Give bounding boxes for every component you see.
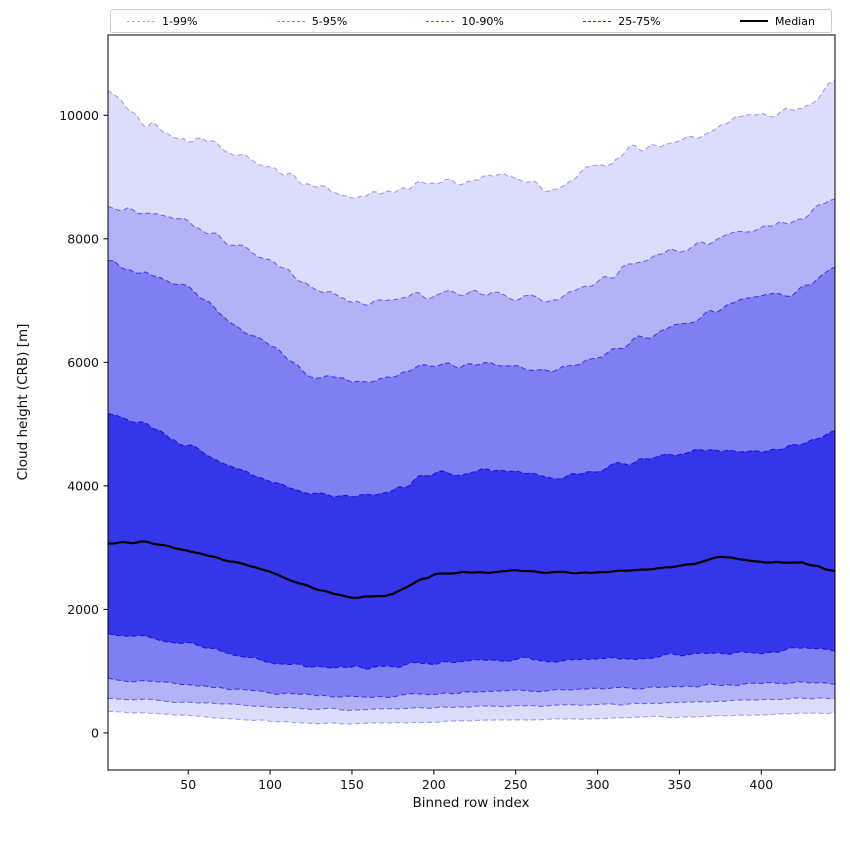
median-line [108,540,835,599]
legend-line-sample [127,20,155,22]
legend-item-10-90%: 10-90% [426,14,504,28]
x-tick-label: 50 [180,777,196,792]
x-tick-label: 350 [668,777,692,792]
edge-p75 [108,413,835,498]
legend-item-median: Median [739,14,815,28]
x-tick-label: 100 [258,777,282,792]
y-axis-label: Cloud height (CRB) [m] [15,324,31,481]
legend-item-25-75%: 25-75% [583,14,661,28]
y-tick-label: 10000 [59,108,99,123]
band-edges-layer [108,80,835,725]
plot-border [107,34,836,771]
legend-label: 25-75% [618,14,661,28]
legend-label: Median [774,14,815,28]
legend-item-1-99%: 1-99% [127,16,197,27]
legend-line-sample [426,20,455,22]
legend: 1-99% 5-95% 10-90% 25-75% Median [110,9,832,33]
legend-label: 1-99% [162,14,198,28]
y-tick-label: 8000 [67,231,99,246]
x-tick-label: 150 [340,777,364,792]
y-tick-label: 2000 [67,602,99,617]
x-tick-label: 300 [586,777,610,792]
legend-label: 5-95% [311,14,348,28]
ticks-layer: 50 100 150 200 250 300 350 40002000400060008000… [59,108,773,792]
legend-line-sample [739,20,768,22]
bands-layer [108,80,835,725]
legend-line-sample [276,20,305,22]
band-25-75% [108,413,835,670]
median-layer [108,540,835,599]
legend-line-sample [583,20,612,22]
x-tick-label: 250 [504,777,528,792]
edge-p5 [108,697,835,711]
x-axis-label: Binned row index [412,795,529,811]
legend-label: 10-90% [461,14,504,28]
x-tick-label: 200 [422,777,446,792]
y-tick-label: 6000 [67,355,99,370]
edge-p99 [108,80,835,199]
legend-item-5-95%: 5-95% [276,14,348,28]
y-tick-label: 4000 [67,478,99,493]
edge-p90 [108,259,835,383]
edge-p10 [108,677,835,699]
edge-p1 [108,710,835,725]
x-tick-label: 400 [749,777,773,792]
y-tick-label: 0 [91,725,99,740]
edge-p25 [108,633,835,670]
